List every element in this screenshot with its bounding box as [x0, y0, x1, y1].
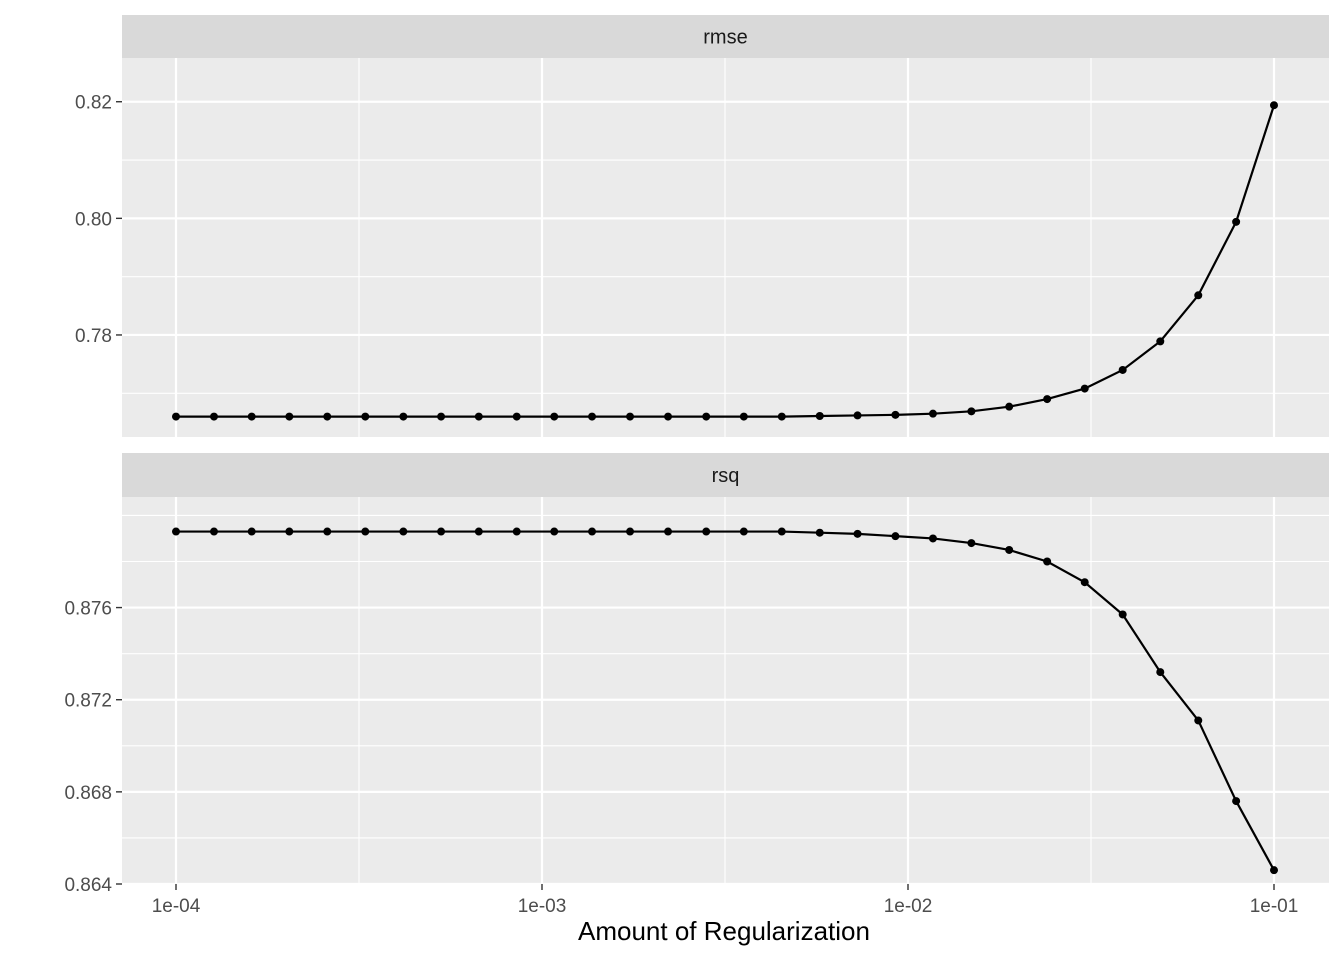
data-point — [361, 412, 370, 421]
x-axis: 1e-04 1e-03 1e-02 1e-01 — [152, 884, 1299, 917]
data-point — [1194, 291, 1203, 300]
data-point — [323, 527, 332, 536]
data-point — [1270, 866, 1278, 875]
data-point — [1005, 545, 1014, 554]
y-tick-label: 0.864 — [64, 875, 112, 896]
data-point — [588, 412, 597, 421]
data-point — [1232, 217, 1241, 226]
y-tick-label: 0.868 — [64, 783, 112, 804]
data-point — [777, 412, 786, 421]
strip-label: rsq — [712, 465, 740, 487]
y-tick-label: 0.872 — [64, 691, 112, 712]
data-point — [285, 527, 294, 536]
data-point — [739, 527, 748, 536]
data-point — [399, 527, 408, 536]
data-point — [891, 410, 900, 419]
panel-rmse: rmse 0.78 0.80 0.82 — [75, 15, 1329, 437]
data-point — [209, 527, 218, 536]
y-tick-label: 0.80 — [75, 209, 112, 230]
data-point — [777, 527, 786, 536]
data-point — [247, 527, 256, 536]
strip-background — [122, 453, 1329, 497]
data-point — [361, 527, 370, 536]
data-point — [815, 528, 824, 537]
data-point — [323, 412, 332, 421]
data-point — [1270, 101, 1278, 110]
x-axis-title: Amount of Regularization — [578, 916, 870, 946]
data-point — [702, 412, 711, 421]
data-point — [1005, 402, 1014, 411]
data-point — [1118, 610, 1127, 619]
data-point — [550, 527, 559, 536]
data-point — [399, 412, 408, 421]
data-point — [928, 409, 937, 418]
data-point — [172, 527, 180, 536]
x-tick-label: 1e-03 — [518, 896, 567, 917]
x-tick-label: 1e-04 — [152, 896, 201, 917]
data-point — [285, 412, 294, 421]
data-point — [1080, 384, 1089, 393]
data-point — [437, 527, 446, 536]
data-point — [626, 527, 635, 536]
data-point — [512, 412, 521, 421]
data-point — [702, 527, 711, 536]
data-point — [815, 412, 824, 421]
data-point — [928, 534, 937, 543]
data-point — [247, 412, 256, 421]
data-point — [853, 411, 862, 420]
data-point — [664, 527, 673, 536]
data-point — [474, 527, 483, 536]
data-point — [1194, 716, 1203, 725]
y-tick-label: 0.82 — [75, 93, 112, 114]
data-point — [1156, 668, 1165, 677]
data-point — [967, 539, 976, 548]
data-point — [1232, 797, 1241, 806]
data-point — [853, 529, 862, 538]
data-point — [474, 412, 483, 421]
data-point — [1156, 337, 1165, 346]
data-point — [512, 527, 521, 536]
x-tick-label: 1e-01 — [1250, 896, 1299, 917]
data-point — [891, 532, 900, 541]
data-point — [437, 412, 446, 421]
data-point — [967, 407, 976, 416]
panel-rsq: rsq 0.864 0.868 0.872 0.876 — [64, 453, 1329, 896]
y-tick-label: 0.78 — [75, 326, 112, 347]
y-tick-label: 0.876 — [64, 599, 112, 620]
chart-panels: rmse 0.78 0.80 0.82 rsq 0.864 0.868 0.872 0.876 — [64, 15, 1329, 896]
data-point — [1118, 365, 1127, 374]
data-point — [588, 527, 597, 536]
panel-plot-area — [122, 58, 1329, 437]
series-line-rsq — [176, 530, 1275, 871]
data-point — [1080, 578, 1089, 587]
data-point — [664, 412, 673, 421]
data-point — [172, 412, 180, 421]
strip-label: rmse — [703, 27, 747, 49]
data-point — [739, 412, 748, 421]
series-line-rmse — [176, 104, 1276, 418]
data-point — [1043, 395, 1052, 404]
data-point — [550, 412, 559, 421]
strip-background — [122, 15, 1329, 58]
data-point — [1043, 557, 1052, 566]
panel-plot-area — [122, 497, 1329, 884]
data-point — [626, 412, 635, 421]
data-point — [209, 412, 218, 421]
x-tick-label: 1e-02 — [884, 896, 933, 917]
